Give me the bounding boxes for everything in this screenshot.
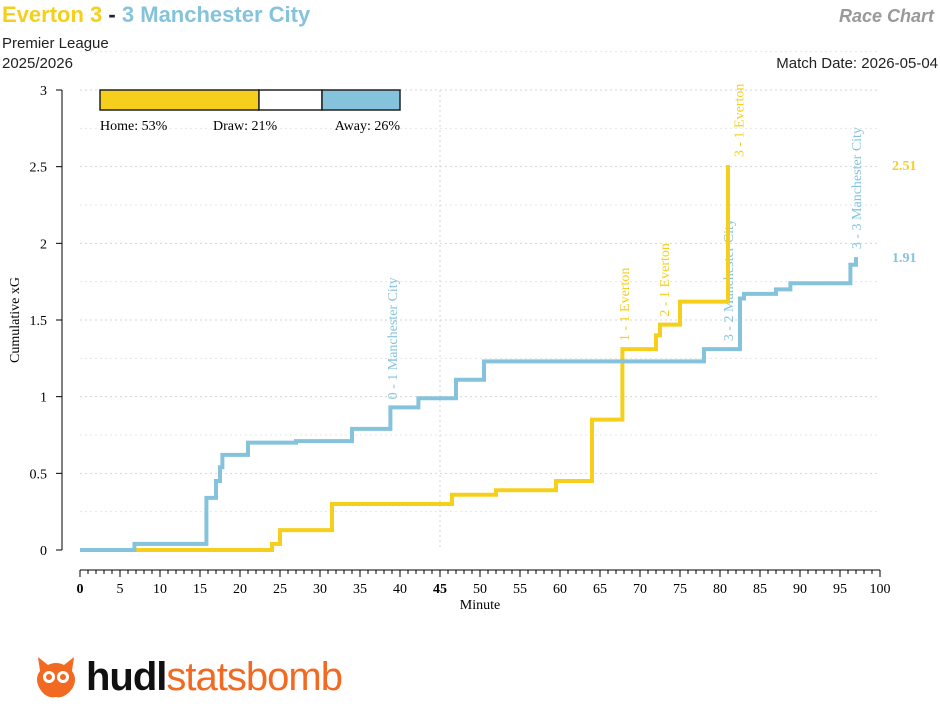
x-tick-label: 20	[233, 582, 247, 597]
away-probability-label: Away: 26%	[335, 119, 401, 134]
hudl-owl-icon	[37, 657, 75, 698]
competition-name: Premier League	[2, 35, 109, 52]
draw-probability-segment	[258, 89, 323, 111]
score-separator: -	[108, 2, 116, 27]
season-label: 2025/2026	[2, 55, 73, 72]
home-win-probability-segment	[99, 89, 260, 111]
home-score: 3	[90, 2, 103, 27]
y-tick-label: 1.5	[30, 314, 48, 329]
y-tick-label: 0	[40, 544, 47, 559]
x-axis-label: Minute	[460, 598, 500, 613]
away-team-name: Manchester City	[140, 2, 311, 27]
away-final-xg-label: 1.91	[892, 251, 917, 266]
x-tick-label: 25	[273, 582, 287, 597]
x-tick-label: 5	[117, 582, 124, 597]
y-tick-label: 2	[40, 237, 47, 252]
y-tick-label: 0.5	[30, 467, 48, 482]
goal-label: 1 - 1 Everton	[618, 268, 633, 341]
chart-grid	[80, 51, 880, 550]
y-tick-label: 3	[40, 84, 47, 99]
x-tick-label: 35	[353, 582, 367, 597]
x-tick-label: 95	[833, 582, 847, 597]
y-tick-label: 1	[40, 391, 47, 406]
x-tick-label: 75	[673, 582, 687, 597]
goal-annotations: 0 - 1 Manchester City 1 - 1 Everton 2 - 1 …	[386, 84, 865, 400]
away-score: 3	[121, 2, 135, 27]
logo-wordmark: hudlstatsbomb	[86, 655, 343, 699]
x-tick-label: 15	[193, 582, 207, 597]
x-tick-label: 40	[393, 582, 407, 597]
x-tick-label: 80	[713, 582, 727, 597]
match-date: Match Date: 2026-05-04	[776, 55, 938, 72]
logo-bold-text: hudl	[86, 655, 167, 699]
chart-axes: 0 0.5 1 1.5 2 2.5 3 Cumulative xG 0 5 10 15 20 25 30 35…	[8, 84, 891, 613]
x-tick-label: 65	[593, 582, 607, 597]
x-tick-label: 70	[633, 582, 647, 597]
hudl-statsbomb-logo: hudlstatsbomb	[32, 652, 343, 702]
home-xg-line	[80, 165, 730, 552]
x-tick-label: 100	[870, 582, 891, 597]
away-win-probability-segment	[321, 89, 401, 111]
x-tick-label: 30	[313, 582, 327, 597]
win-probability-bar: Home: 53% Draw: 21% Away: 26%	[99, 89, 401, 134]
home-probability-label: Home: 53%	[100, 119, 168, 134]
y-axis-label: Cumulative xG	[8, 277, 23, 363]
draw-probability-label: Draw: 21%	[213, 119, 277, 134]
logo-light-text: statsbomb	[166, 655, 343, 699]
goal-label: 3 - 3 Manchester City	[850, 127, 865, 249]
match-title: Everton 3 - 3 Manchester City	[2, 2, 310, 28]
x-tick-label: 50	[473, 582, 487, 597]
chart-type-label: Race Chart	[838, 6, 934, 26]
home-team-name: Everton	[2, 2, 84, 27]
away-xg-line	[80, 257, 858, 552]
x-tick-label: 0	[77, 582, 84, 597]
goal-label: 3 - 1 Everton	[732, 84, 747, 157]
x-tick-label: 55	[513, 582, 527, 597]
xg-lines: 2.51 1.91	[80, 159, 917, 552]
goal-label: 0 - 1 Manchester City	[386, 277, 401, 399]
x-tick-label: 90	[793, 582, 807, 597]
x-tick-label: 60	[553, 582, 567, 597]
x-tick-label: 45	[433, 582, 447, 597]
home-final-xg-label: 2.51	[892, 159, 917, 174]
goal-label: 2 - 1 Everton	[658, 243, 673, 316]
y-tick-label: 2.5	[30, 161, 48, 176]
x-tick-label: 85	[753, 582, 767, 597]
x-tick-label: 10	[153, 582, 167, 597]
